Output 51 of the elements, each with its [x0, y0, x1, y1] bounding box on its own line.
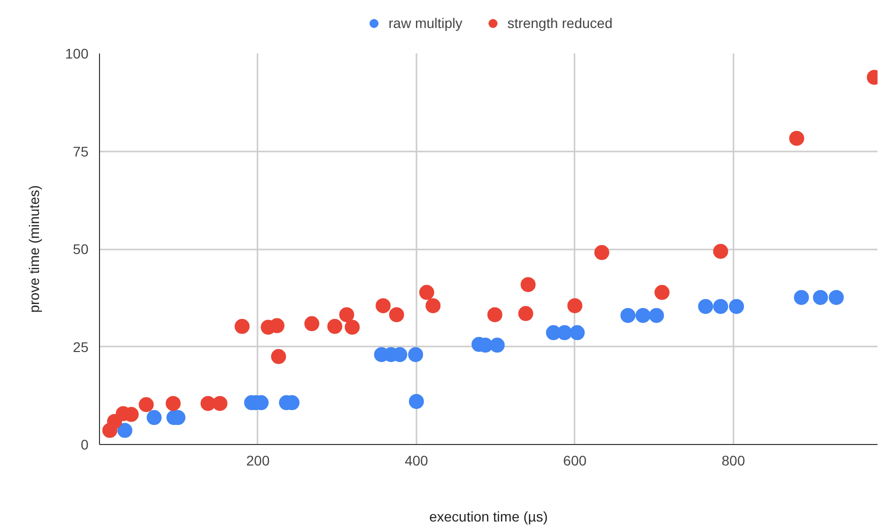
y-tick-label: 50 [72, 241, 89, 257]
point [567, 298, 582, 314]
point [408, 394, 424, 409]
point [304, 316, 320, 332]
legend-label: strength reduced [507, 14, 612, 30]
point [794, 290, 809, 305]
point [426, 298, 441, 314]
point [594, 245, 610, 260]
point [620, 308, 636, 323]
point [520, 277, 536, 292]
point [654, 284, 670, 300]
x-tick-label: 200 [246, 452, 270, 468]
point [344, 320, 360, 335]
point [146, 410, 162, 426]
point [339, 307, 354, 322]
point [376, 298, 391, 314]
point [419, 284, 434, 300]
x-tick-label: 600 [563, 452, 587, 468]
point [812, 290, 828, 305]
point [698, 298, 714, 314]
x-tick-label: 800 [722, 452, 746, 468]
x-tick-label: 400 [404, 452, 428, 468]
y-axis-title: prove time (minutes) [26, 185, 42, 313]
point [166, 396, 181, 411]
point [713, 244, 728, 259]
point [212, 396, 228, 411]
point [728, 298, 744, 314]
legend-label: raw multiply [388, 14, 462, 30]
point [117, 422, 132, 438]
point [234, 318, 250, 334]
x-axis-title: execution time (µs) [429, 508, 548, 524]
point [327, 318, 342, 334]
point [828, 290, 844, 305]
y-tick-label: 25 [72, 338, 89, 355]
point [518, 306, 534, 321]
point [200, 396, 216, 411]
point [557, 325, 572, 340]
point [570, 325, 585, 340]
point [138, 397, 154, 412]
point [789, 130, 804, 146]
y-tick-label: 100 [65, 46, 89, 62]
point [713, 298, 728, 314]
point [408, 347, 424, 362]
point [487, 307, 502, 322]
y-tick-label: 0 [80, 436, 89, 452]
point [648, 308, 664, 323]
point [271, 349, 286, 364]
point [490, 338, 505, 353]
y-tick-label: 75 [72, 143, 89, 160]
point [389, 307, 404, 322]
point [635, 308, 650, 323]
